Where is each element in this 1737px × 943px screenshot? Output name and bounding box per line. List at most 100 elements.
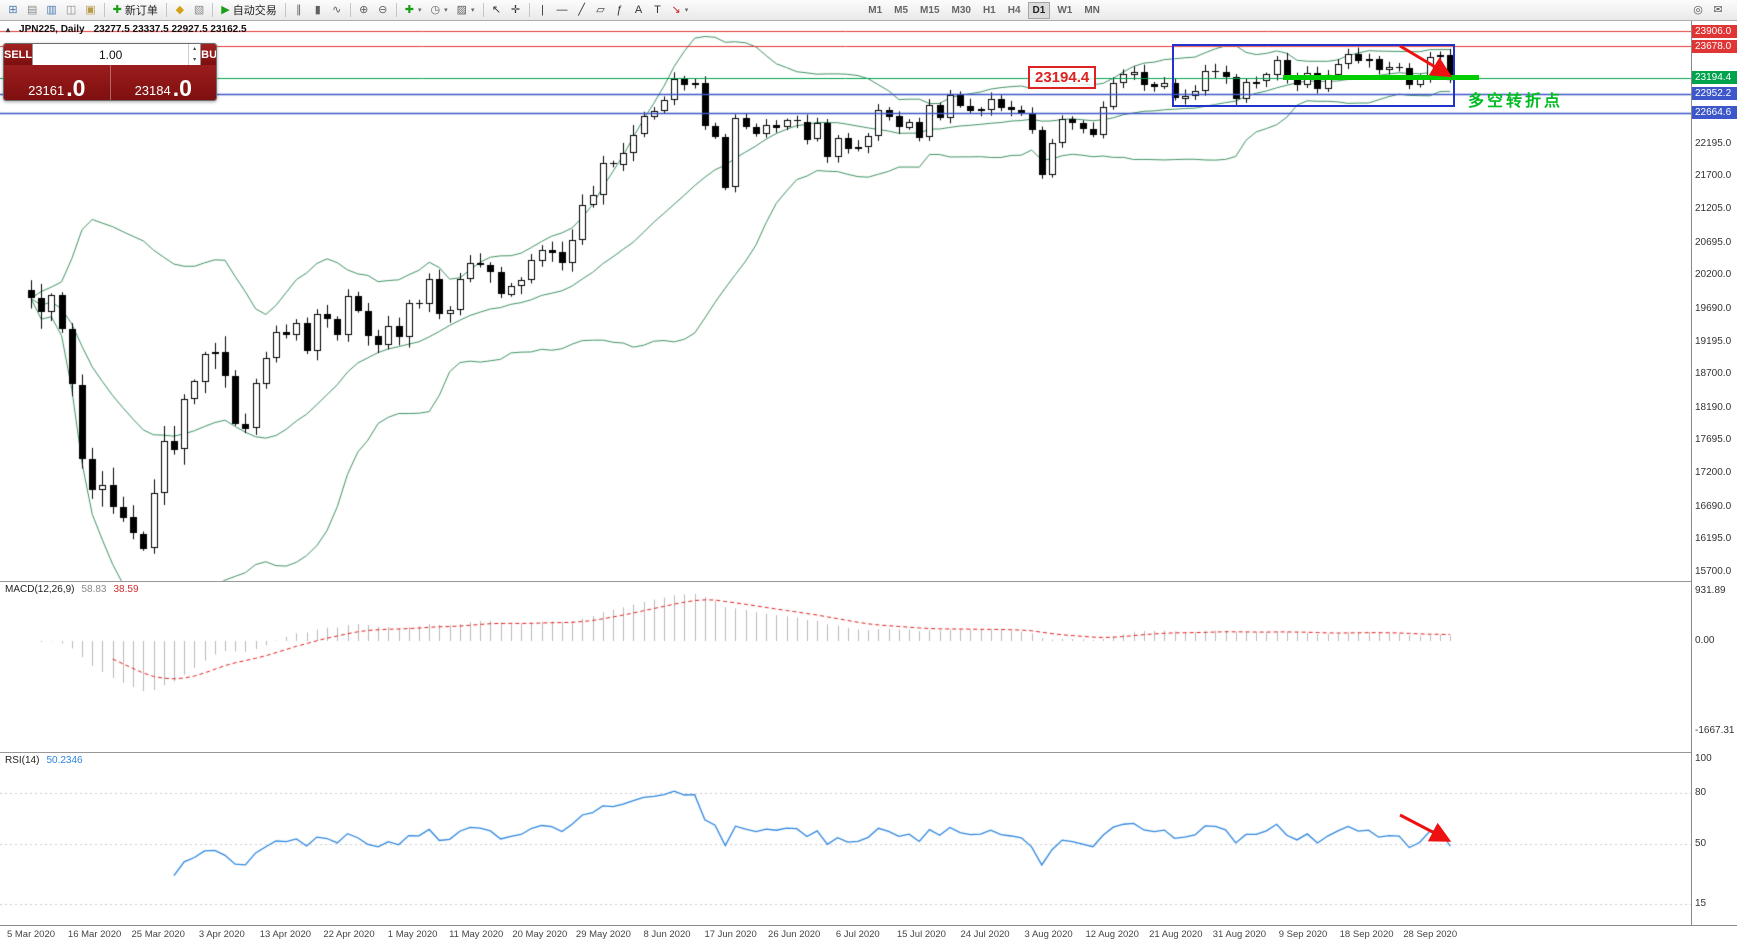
price-tick: 22195.0 bbox=[1695, 137, 1732, 149]
buy-button[interactable]: BUY bbox=[201, 44, 216, 65]
arrows-tool-button[interactable]: ↘ ▾ bbox=[668, 1, 693, 19]
chart-line-button[interactable]: ∿ bbox=[328, 1, 346, 19]
support-trendline[interactable] bbox=[1283, 75, 1479, 80]
periods-button[interactable]: ◷ ▾ bbox=[426, 1, 451, 19]
date-axis[interactable]: 5 Mar 2020 16 Mar 2020 25 Mar 2020 3 Apr 20… bbox=[0, 925, 1737, 943]
date-label: 29 May 2020 bbox=[575, 929, 631, 940]
volume-input[interactable] bbox=[33, 44, 189, 65]
timeframe-mn[interactable]: MN bbox=[1084, 4, 1100, 16]
timeframe-w1[interactable]: W1 bbox=[1057, 4, 1073, 16]
price-line-label: 23906.0 bbox=[1692, 24, 1737, 38]
autotrading-label: 自动交易 bbox=[232, 5, 277, 17]
zoom-out-button[interactable]: ⊖ bbox=[374, 1, 392, 19]
price-line-label: 22664.6 bbox=[1692, 106, 1737, 120]
toolbar-separator bbox=[482, 3, 484, 17]
chat-button[interactable]: ✉ bbox=[1709, 1, 1727, 19]
templates-button[interactable]: ▨ ▾ bbox=[453, 1, 479, 19]
new-order-label: 新订单 bbox=[124, 5, 158, 17]
volume-control: ▴ ▾ bbox=[32, 44, 202, 65]
macd-scale-label: 0.00 bbox=[1695, 635, 1715, 646]
vertical-line-icon: | bbox=[541, 3, 544, 16]
price-tick: 18190.0 bbox=[1695, 401, 1732, 413]
text-button[interactable]: A bbox=[630, 1, 648, 19]
mql5-community-button[interactable]: ◆ bbox=[171, 1, 189, 19]
zoom-out-icon: ⊖ bbox=[378, 3, 388, 16]
toolbar-separator bbox=[103, 3, 105, 17]
ohlc-values: 23277.5 23337.5 22927.5 23162.5 bbox=[93, 24, 247, 35]
sell-price[interactable]: 23161 .0 bbox=[4, 65, 111, 101]
timeframe-m15[interactable]: M15 bbox=[920, 4, 940, 16]
date-label: 5 Mar 2020 bbox=[6, 929, 56, 940]
new-chart-button[interactable]: ⊞ bbox=[4, 1, 22, 19]
strategy-tester-button[interactable]: ▧ bbox=[190, 1, 208, 19]
navigator-button[interactable]: ▣ bbox=[81, 1, 99, 19]
dropdown-caret-icon: ▾ bbox=[417, 7, 422, 14]
date-label: 18 Sep 2020 bbox=[1339, 929, 1394, 940]
vertical-line-button[interactable]: | bbox=[534, 1, 552, 19]
rsi-scale-label: 15 bbox=[1695, 897, 1707, 909]
quick-search-button[interactable]: ◎ bbox=[1689, 1, 1707, 19]
date-label: 25 Mar 2020 bbox=[131, 929, 185, 940]
date-label: 12 Aug 2020 bbox=[1085, 929, 1139, 940]
volume-up-icon[interactable]: ▴ bbox=[193, 46, 197, 52]
price-tick: 21205.0 bbox=[1695, 203, 1732, 215]
timeframe-m5[interactable]: M5 bbox=[894, 4, 909, 16]
rsi-pane-separator[interactable] bbox=[0, 752, 1737, 753]
toolbar-separator bbox=[528, 3, 530, 17]
volume-down-icon[interactable]: ▾ bbox=[193, 56, 197, 63]
market-watch-button[interactable]: ▥ bbox=[42, 1, 60, 19]
price-tick: 16195.0 bbox=[1695, 533, 1732, 545]
macd-pane-separator[interactable] bbox=[0, 581, 1737, 582]
timeframe-h1[interactable]: H1 bbox=[982, 4, 996, 16]
new-chart-icon: ⊞ bbox=[8, 3, 18, 16]
sell-button[interactable]: SELL bbox=[4, 44, 33, 65]
timeframe-d1[interactable]: D1 bbox=[1027, 1, 1051, 19]
sell-price-pips: .0 bbox=[66, 75, 86, 101]
date-label: 22 Apr 2020 bbox=[323, 929, 375, 940]
autotrading-button[interactable]: ▶ 自动交易 bbox=[217, 1, 280, 19]
turning-point-note[interactable]: 多空转折点 bbox=[1468, 93, 1564, 110]
navigator-icon: ▣ bbox=[85, 3, 96, 16]
buy-price[interactable]: 23184 .0 bbox=[111, 65, 217, 100]
zoom-in-icon: ⊕ bbox=[359, 3, 369, 16]
price-axis[interactable]: 22195.0 21700.0 21205.0 20695.0 20200.0 19690… bbox=[1691, 21, 1737, 925]
one-click-trading-panel: SELL ▴ ▾ BUY 23161 .0 23184 .0 bbox=[3, 43, 217, 101]
timeframe-m1[interactable]: M1 bbox=[868, 4, 883, 16]
price-annotation-box[interactable]: 23194.4 bbox=[1028, 66, 1097, 89]
fibonacci-icon: ƒ bbox=[616, 3, 623, 16]
data-window-button[interactable]: ◫ bbox=[62, 1, 80, 19]
macd-main-value: 58.83 bbox=[81, 584, 107, 595]
volume-spinner: ▴ ▾ bbox=[188, 44, 200, 65]
chart-candles-icon: ▮ bbox=[314, 3, 321, 16]
market-watch-icon: ▥ bbox=[46, 3, 57, 16]
horizontal-line-icon: — bbox=[556, 3, 568, 16]
rsi-name: RSI(14) bbox=[5, 755, 40, 766]
channel-button[interactable]: ▱ bbox=[592, 1, 610, 19]
chart-area[interactable]: ▴ JPN225, Daily 23277.5 23337.5 22927.5 … bbox=[0, 21, 1737, 943]
timeframe-h4[interactable]: H4 bbox=[1007, 4, 1021, 16]
cursor-button[interactable]: ↖ bbox=[488, 1, 506, 19]
profiles-button[interactable]: ▤ bbox=[23, 1, 41, 19]
crosshair-button[interactable]: ✛ bbox=[507, 1, 525, 19]
date-label: 20 May 2020 bbox=[512, 929, 568, 940]
horizontal-line-button[interactable]: — bbox=[553, 1, 572, 19]
chart-bars-button[interactable]: ∥ bbox=[290, 1, 308, 19]
text-label-button[interactable]: T bbox=[649, 1, 667, 19]
profiles-icon: ▤ bbox=[27, 3, 38, 16]
new-order-button[interactable]: ✚ 新订单 bbox=[109, 1, 162, 19]
trendline-button[interactable]: ╱ bbox=[573, 1, 591, 19]
timeframe-bar: M1 M5 M15 M30 H1 H4 D1 W1 MN bbox=[863, 1, 1105, 19]
date-label: 15 Jul 2020 bbox=[896, 929, 946, 940]
data-window-icon: ◫ bbox=[65, 3, 77, 16]
indicators-button[interactable]: ✚ ▾ bbox=[401, 1, 426, 19]
chart-candles-button[interactable]: ▮ bbox=[309, 1, 327, 19]
channel-icon: ▱ bbox=[596, 3, 605, 16]
timeframe-m30[interactable]: M30 bbox=[951, 4, 971, 16]
dropdown-caret-icon: ▾ bbox=[444, 7, 448, 14]
date-label: 6 Jul 2020 bbox=[835, 929, 880, 940]
fibonacci-button[interactable]: ƒ bbox=[611, 1, 629, 19]
macd-indicator-label: MACD(12,26,9) 58.83 38.59 bbox=[5, 584, 139, 595]
zoom-in-button[interactable]: ⊕ bbox=[355, 1, 373, 19]
chart-canvas[interactable] bbox=[0, 21, 1691, 925]
rsi-value: 50.2346 bbox=[46, 755, 83, 766]
